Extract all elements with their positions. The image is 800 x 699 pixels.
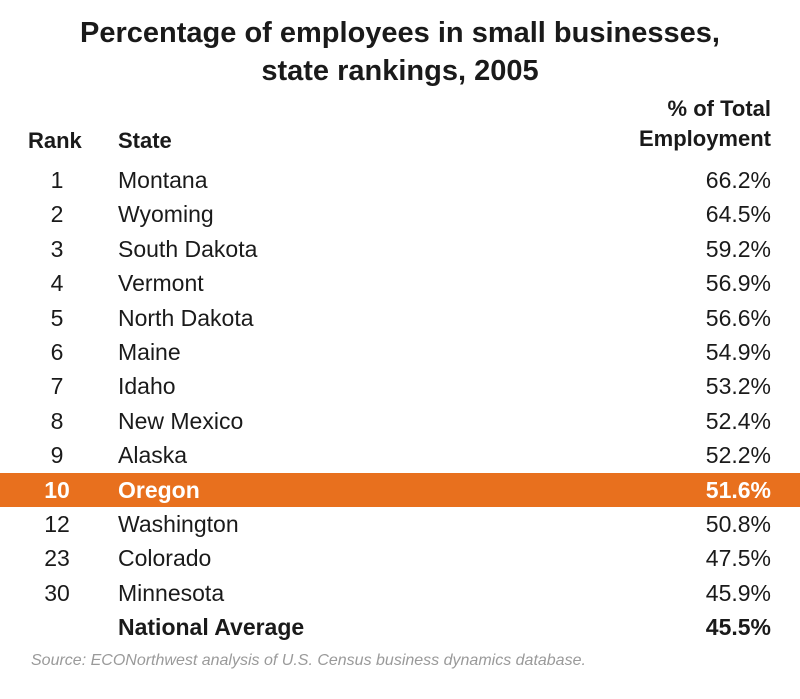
chart-title-line-2: state rankings, 2005 [261, 55, 539, 87]
percent-cell: 52.2% [705, 442, 771, 469]
rank-cell: 23 [44, 545, 70, 572]
state-cell: Oregon [118, 476, 200, 503]
column-header-rank: Rank [28, 128, 82, 153]
rank-cell: 7 [50, 373, 64, 400]
rank-cell: 6 [50, 338, 64, 365]
state-cell: Idaho [118, 373, 176, 400]
table-row: 4 Vermont 56.9% [0, 266, 800, 300]
state-cell: Montana [118, 167, 208, 193]
rank-cell: 5 [50, 304, 64, 331]
percent-cell: 64.5% [705, 201, 771, 228]
rank-cell: 8 [50, 407, 64, 434]
percent-cell: 45.9% [705, 579, 771, 606]
state-cell: Maine [118, 338, 181, 365]
state-cell: New Mexico [118, 407, 244, 434]
table-row: 12 Washington 50.8% [0, 507, 800, 541]
table-row: 30 Minnesota 45.9% [0, 576, 800, 610]
source-note: Source: ECONorthwest analysis of U.S. Ce… [31, 652, 586, 669]
chart-title-line-1: Percentage of employees in small busines… [80, 17, 720, 49]
percent-cell: 54.9% [705, 338, 771, 365]
percent-cell: 52.4% [705, 407, 771, 434]
rank-cell: 4 [50, 270, 64, 297]
state-cell: National Average [118, 614, 305, 641]
rank-cell: 9 [50, 442, 64, 469]
table-row: 9 Alaska 52.2% [0, 438, 800, 472]
table-row: 7 Idaho 53.2% [0, 369, 800, 403]
column-header-state: State [118, 128, 172, 153]
table-row: 2 Wyoming 64.5% [0, 197, 800, 231]
state-cell: Alaska [118, 442, 188, 469]
state-cell: Colorado [118, 545, 212, 572]
column-header-percent-line-2: Employment [638, 126, 771, 151]
chart-title: Percentage of employees in small busines… [0, 14, 800, 90]
state-cell: Minnesota [118, 579, 225, 606]
rank-cell: 10 [44, 476, 70, 503]
state-cell: Wyoming [118, 201, 214, 228]
percent-cell: 56.6% [705, 304, 771, 331]
table-row-national-average: National Average 45.5% [0, 610, 800, 644]
state-cell: Washington [118, 510, 239, 537]
table-row: 8 New Mexico 52.4% [0, 404, 800, 438]
rank-cell: 12 [44, 510, 70, 537]
rank-cell: 3 [50, 235, 64, 262]
percent-cell: 51.6% [705, 476, 771, 503]
percent-cell: 53.2% [705, 373, 771, 400]
table-row: 23 Colorado 47.5% [0, 541, 800, 575]
percent-cell: 59.2% [705, 235, 771, 262]
rank-cell: 2 [50, 201, 64, 228]
percent-cell: 50.8% [705, 510, 771, 537]
state-cell: South Dakota [118, 235, 258, 262]
ranking-table: 1 Montana 66.2% 2 Wyoming 64.5% 3 South Dakota 5… [0, 163, 800, 644]
column-header-percent-line-1: % of Total [667, 96, 771, 121]
table-row: 3 South Dakota 59.2% [0, 232, 800, 266]
table-row: 5 North Dakota 56.6% [0, 301, 800, 335]
state-cell: Vermont [118, 270, 204, 297]
rank-cell: 30 [44, 579, 70, 606]
column-header-percent: % of Total Employment [639, 94, 771, 154]
percent-cell: 47.5% [705, 545, 771, 572]
rank-cell: 1 [50, 167, 64, 193]
table-row: 6 Maine 54.9% [0, 335, 800, 369]
table-row: 1 Montana 66.2% [0, 163, 800, 197]
percent-cell: 66.2% [705, 167, 771, 193]
state-cell: North Dakota [118, 304, 254, 331]
table-row-highlighted: 10 Oregon 51.6% [0, 472, 800, 507]
percent-cell: 45.5% [705, 614, 771, 641]
percent-cell: 56.9% [705, 270, 771, 297]
